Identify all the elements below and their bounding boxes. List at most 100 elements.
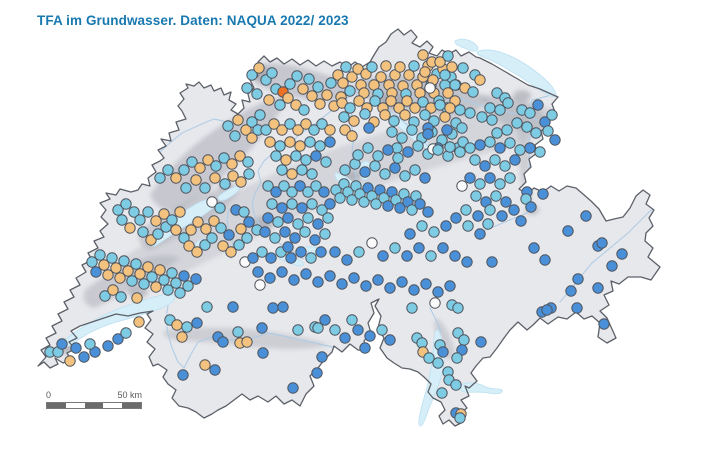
measurement-dot-light-blue bbox=[296, 164, 308, 176]
measurement-dot-blue bbox=[329, 246, 341, 258]
measurement-dot-light-blue bbox=[338, 111, 350, 123]
measurement-dot-orange bbox=[353, 95, 365, 107]
lake-neuchatel bbox=[149, 198, 217, 247]
measurement-dot-light-blue bbox=[406, 302, 418, 314]
measurement-dot-light-blue bbox=[162, 284, 174, 296]
measurement-dot-orange bbox=[150, 215, 162, 227]
measurement-dot-blue bbox=[112, 333, 124, 345]
measurement-dot-blue bbox=[288, 274, 300, 286]
measurement-dot-light-blue bbox=[316, 118, 328, 130]
measurement-dot-orange bbox=[190, 174, 202, 186]
river-rhone bbox=[165, 305, 334, 369]
measurement-dot-light-blue bbox=[454, 412, 466, 424]
measurement-dot-light-blue bbox=[320, 156, 332, 168]
measurement-dot-blue bbox=[276, 202, 288, 214]
measurement-dot-light-blue bbox=[474, 178, 486, 190]
measurement-dot-orange bbox=[174, 206, 186, 218]
scale-start-label: 0 bbox=[46, 390, 52, 400]
measurement-dot-blue bbox=[315, 246, 327, 258]
measurement-dot-light-blue bbox=[467, 86, 479, 98]
measurement-dot-blue bbox=[500, 196, 512, 208]
measurement-dot-light-blue bbox=[344, 102, 356, 114]
measurement-dot-blue bbox=[515, 215, 527, 227]
measurement-dot-light-blue bbox=[524, 107, 536, 119]
measurement-dot-light-blue bbox=[272, 216, 284, 228]
measurement-dot-orange bbox=[232, 114, 244, 126]
measurement-dot-light-blue bbox=[416, 220, 428, 232]
measurement-dot-blue bbox=[277, 301, 289, 313]
measurement-dot-blue bbox=[549, 134, 561, 146]
measurement-dot-orange bbox=[194, 162, 206, 174]
measurement-dot-orange bbox=[64, 355, 76, 367]
measurement-dot-blue bbox=[252, 266, 264, 278]
measurement-dot-light-blue bbox=[199, 182, 211, 194]
measurement-dot-orange bbox=[389, 69, 401, 81]
measurement-dot-blue bbox=[318, 186, 330, 198]
measurement-dot-light-blue bbox=[319, 228, 331, 240]
measurement-dot-blue bbox=[256, 322, 268, 334]
lake-biel bbox=[217, 186, 240, 201]
measurement-dot-blue bbox=[89, 346, 101, 358]
measurement-dot-orange bbox=[171, 319, 183, 331]
measurement-dot-light-blue bbox=[186, 156, 198, 168]
measurement-dot-light-blue bbox=[462, 220, 474, 232]
measurement-dot-blue bbox=[474, 228, 486, 240]
measurement-dot-orange bbox=[409, 102, 421, 114]
measurement-dot-light-blue bbox=[180, 182, 192, 194]
measurement-dot-light-blue bbox=[302, 212, 314, 224]
measurement-dot-blue bbox=[190, 273, 202, 285]
measurement-dot-blue bbox=[295, 246, 307, 258]
measurement-dot-light-blue bbox=[303, 73, 315, 85]
measurement-dot-blue bbox=[404, 228, 416, 240]
measurement-dot-blue bbox=[352, 324, 364, 336]
measurement-dot-blue bbox=[525, 201, 537, 213]
measurement-dot-blue bbox=[285, 252, 297, 264]
measurement-dot-light-blue bbox=[292, 324, 304, 336]
river-ticino bbox=[429, 307, 442, 333]
measurement-dot-orange bbox=[110, 262, 122, 274]
measurement-dot-light-blue bbox=[489, 154, 501, 166]
measurement-dot-orange bbox=[226, 158, 238, 170]
measurement-dot-blue bbox=[389, 162, 401, 174]
measurement-dot-light-blue bbox=[146, 271, 158, 283]
measurement-dot-blue bbox=[267, 302, 279, 314]
measurement-dot-blue bbox=[282, 212, 294, 224]
measurement-dot-light-blue bbox=[476, 111, 488, 123]
measurement-dot-orange bbox=[446, 61, 458, 73]
measurement-dot-light-blue bbox=[278, 180, 290, 192]
measurement-dot-blue bbox=[382, 144, 394, 156]
measurement-dot-blue bbox=[494, 142, 506, 154]
measurement-dot-blue bbox=[537, 188, 549, 200]
measurement-dot-blue bbox=[264, 272, 276, 284]
measurement-dot-white bbox=[254, 279, 266, 291]
measurement-dot-orange bbox=[282, 92, 294, 104]
measurement-dot-light-blue bbox=[115, 291, 127, 303]
measurement-dot-light-blue bbox=[251, 88, 263, 100]
measurement-dot-orange bbox=[321, 89, 333, 101]
measurement-dot-blue bbox=[209, 364, 221, 376]
measurement-dot-light-blue bbox=[178, 164, 190, 176]
measurement-dot-blue bbox=[324, 198, 336, 210]
measurement-dot-light-blue bbox=[499, 160, 511, 172]
measurement-dot-light-blue bbox=[118, 255, 130, 267]
measurement-dot-light-blue bbox=[432, 357, 444, 369]
measurement-dot-light-blue bbox=[428, 226, 440, 238]
scale-bar-segments bbox=[46, 402, 142, 409]
measurement-dot-light-blue bbox=[214, 202, 226, 214]
measurement-dot-blue bbox=[414, 198, 426, 210]
measurement-dot-light-blue bbox=[432, 144, 444, 156]
measurement-dot-blue bbox=[276, 266, 288, 278]
measurement-dot-white bbox=[429, 297, 441, 309]
measurement-dot-orange bbox=[439, 111, 451, 123]
measurement-dot-blue bbox=[372, 274, 384, 286]
measurement-dot-light-blue bbox=[178, 232, 190, 244]
measurement-dot-light-blue bbox=[534, 146, 546, 158]
measurement-dot-white bbox=[456, 180, 468, 192]
measurement-dot-light-blue bbox=[166, 214, 178, 226]
measurement-dot-light-blue bbox=[126, 275, 138, 287]
measurement-dot-light-blue bbox=[232, 326, 244, 338]
measurement-dot-blue bbox=[178, 270, 190, 282]
measurement-dot-blue bbox=[580, 210, 592, 222]
